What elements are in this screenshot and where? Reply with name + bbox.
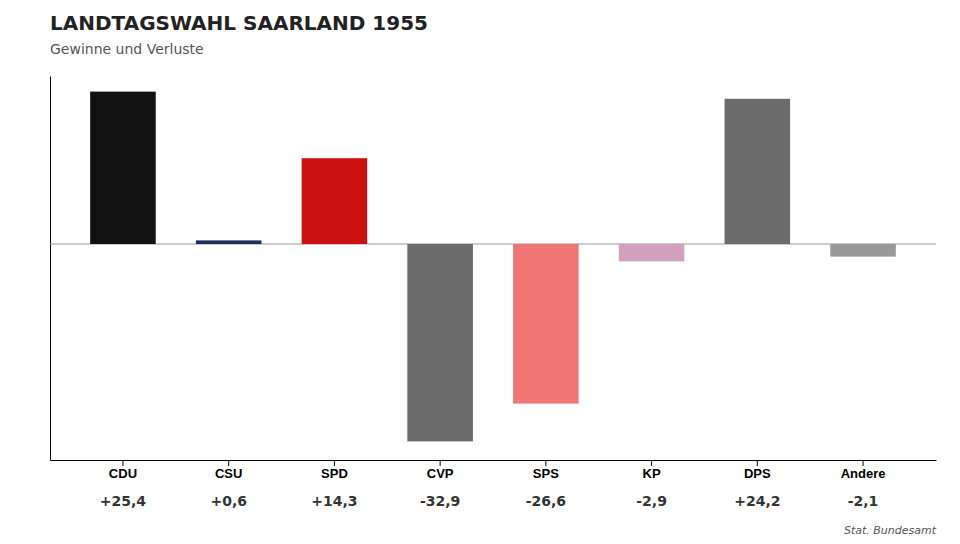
bar — [830, 244, 896, 257]
data-label: +24,2 — [734, 493, 780, 509]
x-tick-label: Andere — [841, 466, 886, 481]
x-tick-mark — [228, 460, 229, 466]
y-axis — [50, 77, 51, 461]
zero-line — [50, 244, 936, 245]
data-label: -32,9 — [420, 493, 460, 509]
x-tick-label: CDU — [109, 466, 137, 481]
plot: CDU CSU SPD CVP SPS KP DPS Andere — [50, 77, 937, 482]
bar — [513, 244, 579, 404]
x-tick: CDU — [109, 460, 137, 481]
y-axis-line — [50, 77, 51, 461]
annotation: Stat. Bundesamt — [844, 524, 937, 537]
data-label: -2,9 — [636, 493, 667, 509]
bar — [90, 92, 156, 244]
x-tick-mark — [440, 460, 441, 466]
data-label: +0,6 — [210, 493, 247, 509]
x-axis-line — [51, 460, 937, 461]
bars — [90, 92, 896, 442]
x-tick-label: DPS — [744, 466, 771, 481]
data-label: -2,1 — [848, 493, 879, 509]
bar — [196, 240, 262, 244]
x-tick: CVP — [427, 460, 454, 481]
x-axis: CDU CSU SPD CVP SPS KP DPS Andere — [51, 460, 937, 481]
x-tick-mark — [334, 460, 335, 466]
title: LANDTAGSWAHL SAARLAND 1955 — [50, 11, 428, 35]
x-tick: SPD — [321, 460, 348, 481]
x-tick-label: SPS — [533, 466, 559, 481]
x-tick-label: KP — [643, 466, 661, 481]
x-tick: SPS — [533, 460, 559, 481]
bar — [725, 99, 791, 244]
x-tick-label: CSU — [215, 466, 242, 481]
bar — [407, 244, 473, 441]
data-labels: +25,4 +0,6 +14,3 -32,9 -26,6 -2,9 +24,2 -2,1 — [100, 493, 879, 509]
bar — [302, 158, 368, 244]
x-tick-mark — [122, 460, 123, 466]
x-tick: CSU — [215, 460, 242, 481]
x-tick-label: CVP — [427, 466, 454, 481]
x-tick: KP — [643, 460, 661, 481]
x-tick-mark — [651, 460, 652, 466]
x-tick-mark — [863, 460, 864, 466]
x-tick: Andere — [841, 460, 886, 481]
data-label: +25,4 — [100, 493, 147, 509]
x-tick-mark — [545, 460, 546, 466]
subtitle: Gewinne und Verluste — [50, 41, 204, 57]
chart: LANDTAGSWAHL SAARLAND 1955 Gewinne und Ve… — [0, 0, 960, 544]
x-tick: DPS — [744, 460, 771, 481]
bar — [619, 244, 685, 261]
data-label: -26,6 — [526, 493, 566, 509]
x-tick-mark — [757, 460, 758, 466]
data-label: +14,3 — [311, 493, 357, 509]
x-tick-label: SPD — [321, 466, 348, 481]
